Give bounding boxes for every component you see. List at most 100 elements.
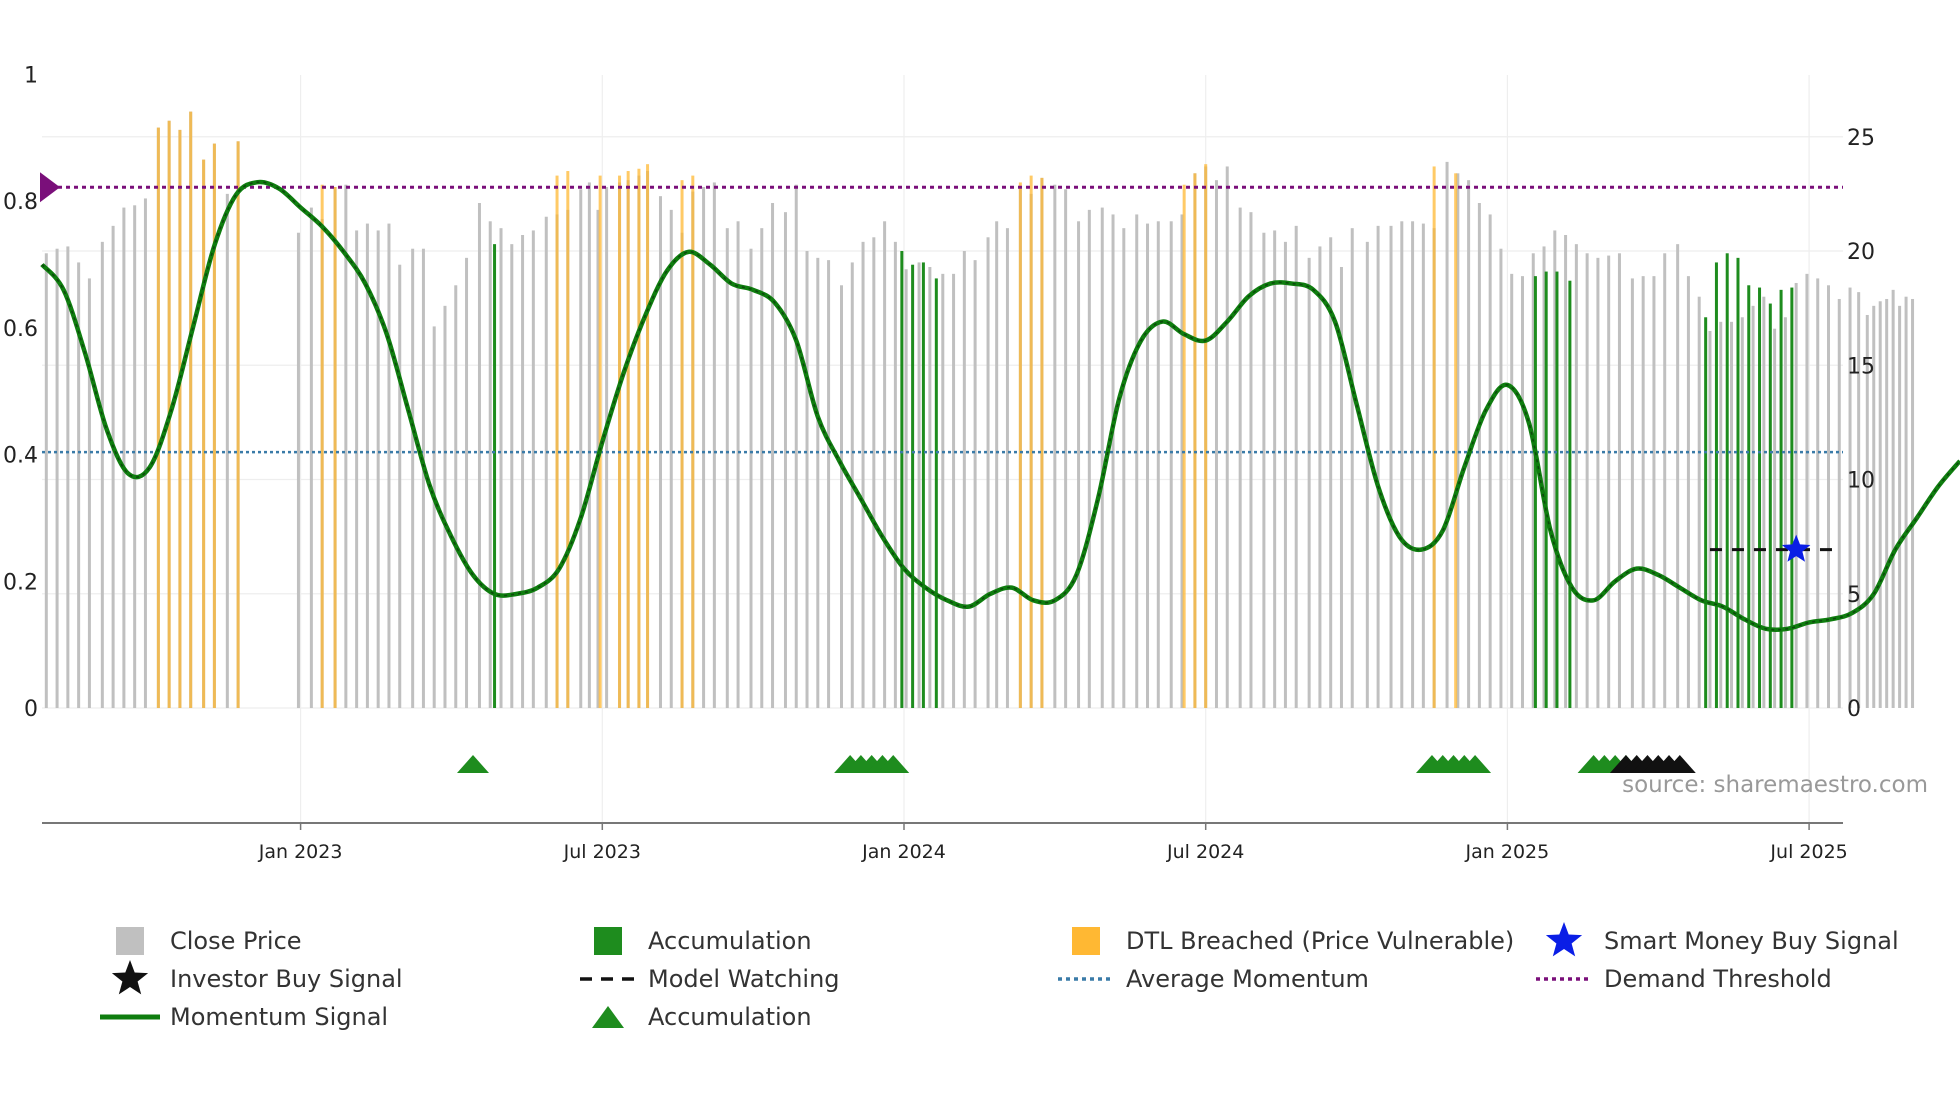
close-price-bar — [962, 251, 966, 708]
legend-dtl-swatch — [1072, 927, 1100, 955]
smart-money-buy-star — [1781, 534, 1811, 562]
close-price-bar — [1686, 276, 1690, 708]
close-price-bar — [1885, 298, 1889, 708]
close-price-bar — [1077, 221, 1081, 709]
close-price-bar — [1283, 241, 1287, 709]
close-price-bar — [66, 246, 70, 708]
close-price-bar — [421, 248, 425, 708]
close-price-bar — [1730, 321, 1734, 708]
close-price-bar — [1467, 180, 1471, 709]
close-price-bar — [952, 273, 956, 708]
close-price-bar — [133, 205, 137, 709]
right-axis-tick-label: 20 — [1847, 240, 1875, 265]
close-price-bar — [111, 225, 115, 709]
close-price-bar — [1630, 278, 1634, 708]
close-price-bar — [1376, 225, 1380, 709]
dtl-breached-bar — [1193, 173, 1197, 708]
dtl-breached-bar — [178, 129, 182, 708]
signal-markers — [1781, 534, 1811, 562]
close-price-bar — [376, 230, 380, 708]
source-label: source: sharemaestro.com — [1622, 772, 1928, 798]
close-price-bar — [411, 248, 415, 708]
close-price-bar — [1249, 212, 1253, 708]
close-price-bar — [1456, 173, 1460, 708]
close-price-bar — [1100, 207, 1104, 708]
dtl-breached-bar — [618, 175, 622, 709]
close-price-bar — [1891, 289, 1895, 708]
close-price-bar — [1773, 328, 1777, 708]
close-price-bar — [986, 237, 990, 709]
close-price-bar — [579, 189, 583, 708]
momentum-signal-path-texture — [41, 181, 1960, 631]
close-price-bar — [1751, 305, 1755, 708]
close-price-bar — [669, 209, 673, 708]
accumulation-bar — [1568, 280, 1572, 708]
close-price-bar — [1053, 184, 1057, 709]
close-price-bar — [883, 221, 887, 709]
close-price-bar — [904, 269, 908, 708]
close-price-bar — [827, 260, 831, 708]
x-axis-tick-label: Jan 2025 — [1465, 841, 1550, 863]
x-axis-tick-label: Jul 2025 — [1769, 841, 1847, 863]
close-price-bar — [1607, 255, 1611, 708]
close-price-bar — [816, 257, 820, 708]
close-price-bar — [1553, 230, 1557, 708]
close-price-bar — [928, 266, 932, 708]
legend-label: Model Watching — [648, 965, 840, 993]
close-price-bar — [1273, 230, 1277, 708]
accumulation-bar — [1725, 253, 1729, 708]
legend-close-price-swatch — [116, 927, 144, 955]
accumulation-triangle — [877, 755, 910, 773]
close-price-bar — [840, 285, 844, 708]
close-price-bar — [1574, 244, 1578, 708]
reference-lines — [40, 172, 1843, 552]
close-price-bar — [1898, 305, 1902, 708]
close-price-bar — [510, 244, 514, 708]
close-price-bar — [702, 187, 706, 708]
legend-label: Close Price — [170, 927, 302, 955]
close-price-bar — [1865, 314, 1869, 708]
left-axis-tick-label: 0.4 — [3, 444, 38, 469]
close-price-bar — [544, 216, 548, 708]
close-price-bar — [893, 241, 897, 709]
legend-label: Demand Threshold — [1604, 965, 1832, 993]
close-price-bar — [1318, 246, 1322, 708]
close-price-bar — [771, 203, 775, 708]
dtl-breached-bar — [566, 171, 570, 708]
accumulation-bars — [493, 244, 1794, 708]
legend-accumulation-triangle — [592, 1006, 624, 1028]
left-axis-tick-label: 1 — [24, 64, 38, 89]
close-price-bar — [1488, 214, 1492, 708]
close-price-bar — [1005, 228, 1009, 708]
close-price-bar — [100, 241, 104, 709]
close-price-bar — [122, 207, 126, 708]
legend: Close Price Accumulation DTL Breached (Pri… — [100, 922, 1899, 1031]
accumulation-bar — [1704, 317, 1708, 708]
accumulation-bar — [1533, 276, 1537, 708]
dtl-breached-bar — [646, 164, 650, 709]
close-price-bar — [1542, 246, 1546, 708]
close-price-bar — [1719, 321, 1723, 708]
right-axis-tick-label: 15 — [1847, 354, 1875, 379]
close-price-bar — [872, 237, 876, 709]
close-price-bar — [1848, 287, 1852, 708]
accumulation-bar — [1555, 271, 1559, 708]
momentum-signal-path — [40, 179, 1960, 633]
accumulation-bar — [1736, 257, 1740, 708]
close-price-bar — [1146, 223, 1150, 708]
close-price-bar — [1307, 257, 1311, 708]
close-price-bar — [443, 305, 447, 708]
dtl-breached-bar — [680, 180, 684, 709]
dtl-breached-bar — [189, 111, 193, 709]
close-price-bar — [1329, 237, 1333, 709]
close-price-bar — [1389, 225, 1393, 709]
dtl-breached-bar — [212, 143, 216, 709]
close-price-bar — [941, 273, 945, 708]
close-price-bar — [1783, 317, 1787, 708]
close-price-bar — [1641, 276, 1645, 708]
close-price-bar — [1904, 296, 1908, 708]
close-price-bar — [355, 230, 359, 708]
close-price-bar — [1180, 214, 1184, 708]
